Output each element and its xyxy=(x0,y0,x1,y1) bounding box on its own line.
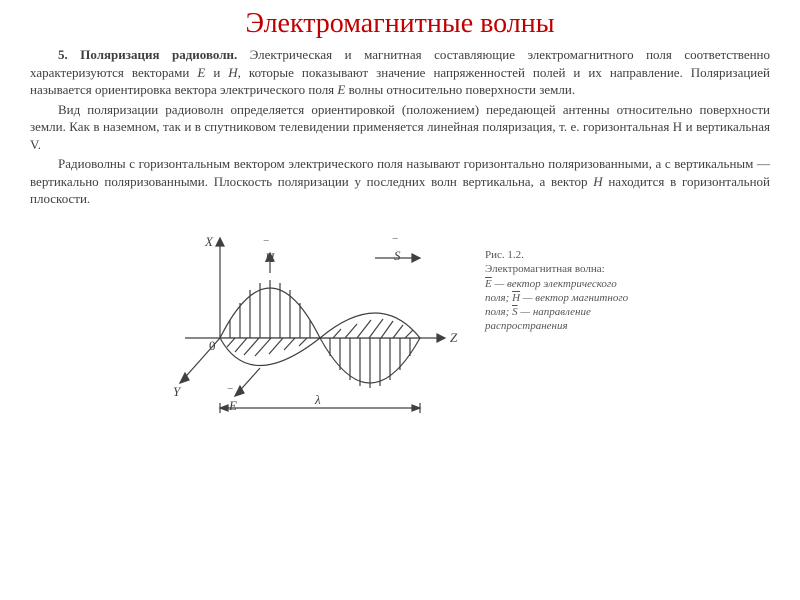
page-title: Электромагнитные волны xyxy=(30,8,770,40)
caption-line-1: E — вектор электрического поля; H — вект… xyxy=(485,277,635,334)
vector-h-label: H xyxy=(264,250,275,265)
caption-title: Электромагнитная волна: xyxy=(485,262,635,276)
caption-sym-h: H xyxy=(512,292,520,304)
origin-label: 0 xyxy=(209,338,216,353)
paragraph-2: Вид поляризации радиоволн определяется о… xyxy=(30,101,770,154)
figure-row: X Y Z 0 ‾ H ‾ S ‾ E λ Рис. 1.2. Электром… xyxy=(30,218,770,418)
symbol-H-2: H xyxy=(593,174,602,189)
section-number: 5. xyxy=(58,47,68,62)
wave-diagram: X Y Z 0 ‾ H ‾ S ‾ E λ xyxy=(165,218,465,418)
paragraph-1: 5. Поляризация радиоволн. Электрическая … xyxy=(30,46,770,99)
symbol-H: H xyxy=(228,65,237,80)
vector-e-label: E xyxy=(228,398,237,413)
section-name: Поляризация радиоволн. xyxy=(80,47,237,62)
body-text: 5. Поляризация радиоволн. Электрическая … xyxy=(30,46,770,208)
axis-y-label: Y xyxy=(173,384,182,399)
vector-s-label: S xyxy=(394,248,401,263)
lambda-label: λ xyxy=(314,392,321,407)
axis-x-label: X xyxy=(204,234,214,249)
paragraph-3: Радиоволны с горизонтальным вектором эле… xyxy=(30,155,770,208)
caption-sym-e: E xyxy=(485,278,492,290)
figure-caption: Рис. 1.2. Электромагнитная волна: E — ве… xyxy=(485,218,635,334)
axis-z-label: Z xyxy=(450,330,458,345)
p1-b: и xyxy=(205,65,228,80)
p1-d: волны относительно поверхности земли. xyxy=(345,82,575,97)
caption-fig-number: Рис. 1.2. xyxy=(485,248,635,262)
slide: Электромагнитные волны 5. Поляризация ра… xyxy=(0,0,800,428)
